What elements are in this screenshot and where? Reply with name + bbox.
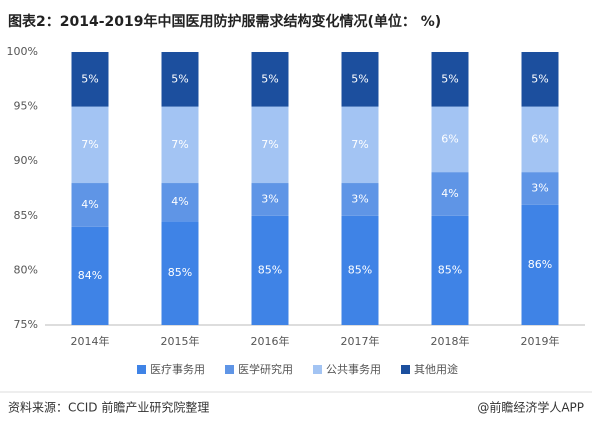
value-label: 84% <box>78 269 102 282</box>
bar-segment <box>71 106 109 184</box>
credit: @前瞻经济学人APP <box>477 400 584 415</box>
y-tick-label: 90% <box>14 154 38 167</box>
y-tick-label: 95% <box>14 100 38 113</box>
value-label: 86% <box>528 258 552 271</box>
legend-swatch <box>137 365 146 374</box>
value-label: 5% <box>441 72 458 85</box>
value-label: 5% <box>81 72 98 85</box>
value-label: 7% <box>171 138 188 151</box>
bar-segment <box>341 52 379 107</box>
value-label: 6% <box>531 132 548 145</box>
value-label: 4% <box>171 195 188 208</box>
value-label: 85% <box>258 263 282 276</box>
bar-segment <box>251 106 289 184</box>
value-label: 85% <box>438 263 462 276</box>
x-tick-label: 2014年 <box>71 334 110 348</box>
legend-label: 医疗事务用 <box>150 362 205 376</box>
source: 资料来源：CCID 前瞻产业研究院整理 <box>8 400 209 415</box>
bar-segment <box>251 183 289 216</box>
value-label: 7% <box>81 138 98 151</box>
bar-segment <box>521 106 559 173</box>
legend-label: 公共事务用 <box>326 363 381 376</box>
y-tick-label: 85% <box>14 209 38 222</box>
x-tick-label: 2015年 <box>161 334 200 348</box>
bar-segment <box>521 52 559 107</box>
x-tick-label: 2018年 <box>431 334 470 348</box>
bar-segment <box>161 106 199 184</box>
bar-segment <box>341 215 379 325</box>
value-label: 85% <box>168 266 192 279</box>
x-tick-label: 2017年 <box>341 334 380 348</box>
legend-label: 医学研究用 <box>238 362 293 376</box>
value-label: 4% <box>441 187 458 200</box>
value-label: 5% <box>171 72 188 85</box>
value-label: 3% <box>531 182 548 195</box>
value-label: 4% <box>81 198 98 211</box>
value-label: 3% <box>351 192 368 205</box>
bar-segment <box>251 215 289 325</box>
value-label: 5% <box>261 72 278 85</box>
bar-segment <box>341 183 379 216</box>
bar-segment <box>161 52 199 107</box>
value-label: 7% <box>351 138 368 151</box>
bar-segment <box>431 106 469 173</box>
x-tick-label: 2016年 <box>251 334 290 348</box>
bar-segment <box>251 52 289 107</box>
value-label: 3% <box>261 192 278 205</box>
y-tick-label: 100% <box>7 45 38 58</box>
bar-segment <box>71 226 109 325</box>
value-label: 7% <box>261 138 278 151</box>
chart-title: 图表2：2014-2019年中国医用防护服需求结构变化情况(单位： %) <box>8 13 441 30</box>
bar-segment <box>431 215 469 325</box>
value-label: 85% <box>348 263 372 276</box>
y-tick-label: 80% <box>14 263 38 276</box>
bar-segment <box>161 221 199 325</box>
y-tick-label: 75% <box>14 318 38 331</box>
bar-segment <box>431 52 469 107</box>
value-label: 5% <box>351 72 368 85</box>
legend-swatch <box>313 365 322 374</box>
bar-segment <box>161 183 199 222</box>
value-label: 6% <box>441 132 458 145</box>
bar-segment <box>71 183 109 227</box>
legend-label: 其他用途 <box>414 362 458 376</box>
bar-segment <box>521 204 559 325</box>
legend-swatch <box>401 365 410 374</box>
bar-segment <box>341 106 379 184</box>
bar-segment <box>71 52 109 107</box>
bar-segment <box>431 172 469 216</box>
value-label: 5% <box>531 72 548 85</box>
x-tick-label: 2019年 <box>521 334 560 348</box>
legend-swatch <box>225 365 234 374</box>
bar-segment <box>521 172 559 205</box>
